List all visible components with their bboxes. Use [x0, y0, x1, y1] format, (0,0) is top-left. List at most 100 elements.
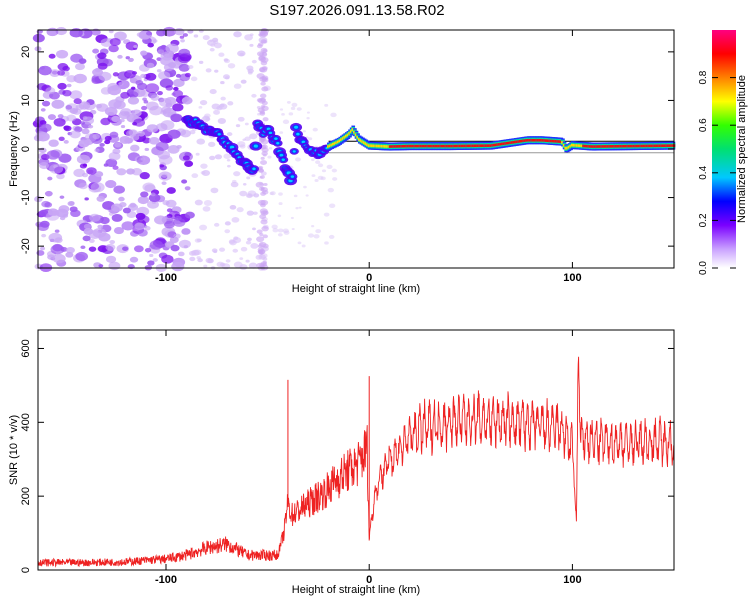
spectral-blob	[108, 152, 121, 161]
spectral-blob	[66, 83, 72, 88]
spectral-blob	[306, 111, 310, 114]
spectral-blob	[214, 222, 220, 227]
colorbar-label: Normalized spectral amplitude	[736, 75, 748, 223]
spectral-blob	[261, 225, 269, 232]
spectral-blob	[173, 86, 179, 91]
spectral-blob	[328, 234, 335, 239]
spectral-blob	[230, 181, 239, 188]
spectral-blob	[116, 168, 127, 176]
spectral-blob	[227, 63, 236, 69]
spectral-blob	[187, 65, 194, 69]
spectral-blob	[152, 39, 158, 43]
spectral-blob	[227, 101, 234, 106]
ridge-core	[292, 150, 296, 153]
spectral-blob	[251, 59, 257, 64]
spectral-blob	[249, 43, 254, 47]
spectral-blob	[57, 70, 66, 76]
spectral-blob	[145, 83, 160, 94]
spectral-blob	[260, 191, 266, 196]
spectral-blob	[128, 129, 138, 136]
spectral-blob	[165, 85, 174, 91]
spectral-blob	[128, 57, 134, 62]
spectral-blob	[164, 53, 170, 57]
spectral-blob	[262, 234, 268, 239]
spectral-blob	[320, 176, 326, 181]
spectral-blob	[259, 214, 267, 220]
spectral-blob	[162, 200, 170, 206]
spectral-blob	[297, 241, 302, 245]
spectral-blob	[137, 215, 150, 224]
spectral-blob	[183, 245, 189, 249]
spectral-blob	[260, 47, 268, 53]
spectral-blob	[258, 241, 267, 248]
spectral-blob	[163, 220, 175, 229]
spectral-blob	[261, 151, 268, 156]
spectral-blob	[111, 213, 123, 222]
spectral-blob	[133, 45, 138, 49]
spectral-blob	[40, 123, 52, 132]
spectral-blob	[53, 117, 66, 127]
spectral-blob	[65, 103, 79, 113]
spectral-blob	[244, 122, 249, 126]
spectral-blob	[82, 116, 88, 120]
spectral-blob	[98, 264, 104, 268]
spectral-blob	[126, 168, 135, 175]
spectrogram-ridge	[181, 114, 676, 186]
spectrogram-scatter	[32, 26, 338, 273]
spectral-blob	[32, 33, 45, 43]
spectral-blob	[177, 251, 185, 257]
spectral-blob	[160, 56, 174, 66]
spectral-blob	[110, 203, 123, 212]
spectral-blob	[109, 239, 116, 245]
spectral-blob	[113, 185, 125, 194]
spectral-blob	[147, 200, 159, 209]
spectral-blob	[191, 249, 200, 256]
spectral-blob	[256, 229, 263, 234]
spectral-blob	[332, 177, 338, 181]
spectral-blob	[248, 262, 258, 269]
spectral-blob	[240, 79, 247, 84]
spectral-blob	[178, 63, 190, 72]
spectral-blob	[160, 44, 167, 49]
spectral-blob	[209, 155, 216, 161]
x-tick-label: 0	[366, 574, 372, 586]
spectral-blob	[259, 175, 265, 179]
ridge-core	[276, 142, 280, 145]
spectral-blob	[205, 68, 212, 73]
spectral-blob	[257, 168, 264, 173]
x-tick-label: 100	[563, 272, 581, 284]
spectral-blob	[46, 150, 60, 160]
spectral-blob	[164, 229, 176, 238]
spectral-blob	[170, 244, 180, 252]
spectral-blob	[171, 261, 185, 272]
spectral-blob	[75, 251, 89, 261]
spectral-blob	[212, 37, 219, 43]
spectral-blob	[229, 204, 237, 210]
colorbar-tick-label: 0.6	[698, 118, 709, 132]
spectral-blob	[131, 109, 142, 117]
y-tick-label: 0	[20, 146, 32, 152]
spectral-blob	[213, 109, 220, 115]
spectral-blob	[105, 255, 117, 263]
spectral-blob	[171, 92, 176, 96]
spectral-blob	[261, 52, 268, 57]
spectral-blob	[295, 206, 299, 210]
spectral-blob	[47, 176, 53, 181]
spectral-blob	[78, 182, 88, 190]
spectral-blob	[39, 209, 49, 217]
spectral-blob	[261, 75, 269, 81]
spectral-blob	[217, 118, 227, 125]
spectral-blob	[112, 72, 119, 77]
spectral-blob	[189, 256, 196, 262]
spectral-blob	[159, 164, 165, 168]
spectral-blob	[88, 238, 95, 243]
spectral-blob	[160, 120, 175, 131]
spectral-blob	[90, 182, 105, 193]
spectral-blob	[239, 190, 248, 197]
spectral-blob	[224, 229, 231, 234]
spectral-blob	[199, 224, 208, 231]
ridge-core	[253, 144, 258, 148]
ridge-core	[294, 125, 299, 129]
spectral-blob	[152, 258, 158, 262]
